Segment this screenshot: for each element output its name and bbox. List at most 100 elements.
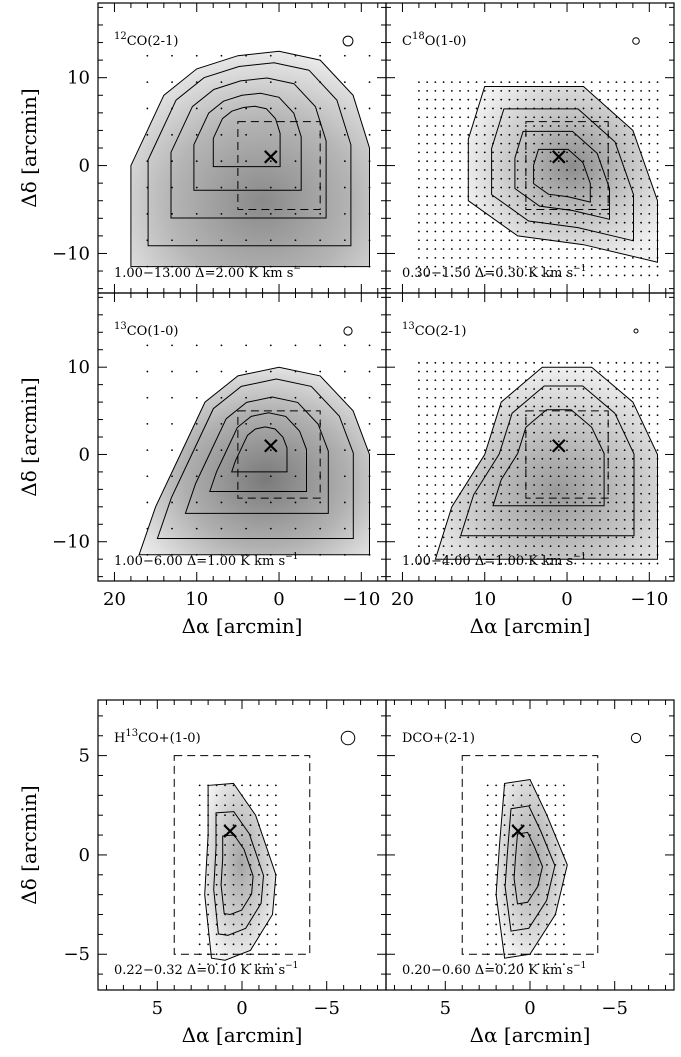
grid-dot: [274, 933, 277, 936]
grid-dot: [467, 449, 470, 451]
grid-dot: [574, 510, 577, 513]
grid-dot: [483, 370, 486, 373]
grid-dot: [546, 814, 548, 817]
grid-dot: [274, 794, 277, 797]
grid-dot: [562, 933, 565, 936]
grid-dot: [258, 794, 260, 797]
contour-2: [514, 130, 610, 220]
grid-dot: [549, 125, 552, 127]
grid-dot: [467, 116, 470, 119]
grid-dot: [631, 545, 634, 547]
grid-dot: [368, 81, 371, 83]
grid-dot: [492, 186, 494, 189]
grid-dot: [508, 553, 511, 556]
grid-dot: [241, 923, 243, 926]
grid-dot: [146, 475, 149, 478]
grid-dot: [232, 963, 235, 966]
grid-dot: [562, 923, 565, 926]
grid-dot: [459, 169, 461, 171]
grid-dot: [418, 204, 420, 207]
grid-dot: [500, 510, 503, 513]
grid-dot: [475, 195, 478, 198]
grid-dot: [640, 510, 642, 513]
grid-dot: [508, 414, 511, 417]
grid-dot: [524, 545, 527, 547]
grid-dot: [508, 396, 511, 399]
x-tick-label: −5: [313, 998, 340, 1019]
grid-dot: [615, 195, 618, 198]
grid-dot: [546, 943, 548, 946]
grid-dot: [590, 89, 593, 92]
grid-dot: [562, 824, 565, 827]
grid-dot: [475, 484, 478, 486]
grid-dot: [459, 449, 461, 451]
grid-dot: [615, 423, 618, 425]
grid-dot: [500, 379, 503, 382]
grid-dot: [459, 195, 461, 198]
grid-dot: [557, 169, 560, 171]
grid-dot: [516, 125, 519, 127]
grid-dot: [566, 370, 568, 373]
grid-dot: [537, 804, 540, 807]
grid-dot: [500, 431, 503, 434]
grid-dot: [520, 933, 523, 936]
grid-dot: [574, 160, 577, 163]
grid-dot: [541, 510, 544, 513]
grid-dot: [631, 256, 634, 259]
grid-dot: [640, 414, 642, 417]
grid-dot: [516, 230, 519, 233]
grid-dot: [631, 510, 634, 513]
grid-dot: [574, 449, 577, 451]
grid-dot: [656, 151, 659, 154]
grid-dot: [492, 204, 494, 207]
emission-map: [495, 778, 568, 959]
grid-dot: [615, 457, 618, 460]
grid-dot: [241, 913, 243, 916]
grid-dot: [241, 814, 243, 817]
grid-dot: [648, 405, 651, 408]
grid-dot: [146, 133, 149, 136]
grid-dot: [520, 844, 523, 846]
grid-dot: [623, 256, 626, 259]
grid-dot: [343, 186, 346, 189]
grid-dot: [516, 361, 519, 364]
grid-dot: [524, 151, 527, 154]
grid-dot: [640, 545, 642, 547]
grid-dot: [516, 133, 519, 136]
grid-dot: [294, 396, 297, 399]
grid-dot: [599, 370, 601, 373]
grid-dot: [582, 230, 585, 233]
grid-dot: [566, 169, 568, 171]
grid-dot: [623, 142, 626, 145]
grid-dot: [483, 107, 486, 110]
grid-dot: [508, 98, 511, 101]
grid-dot: [459, 213, 461, 215]
grid-dot: [615, 370, 618, 373]
grid-dot: [434, 501, 437, 504]
grid-dot: [500, 133, 503, 136]
grid-dot: [195, 239, 198, 242]
grid-dot: [492, 405, 494, 408]
grid-dot: [648, 256, 651, 259]
grid-dot: [459, 553, 461, 556]
grid-dot: [648, 169, 651, 171]
grid-dot: [220, 239, 223, 242]
grid-dot: [640, 492, 642, 495]
grid-dot: [442, 239, 445, 242]
grid-dot: [426, 116, 429, 119]
grid-dot: [224, 963, 226, 966]
grid-dot: [524, 248, 527, 250]
grid-dot: [434, 379, 437, 382]
grid-dot: [562, 794, 565, 797]
grid-dot: [224, 863, 226, 866]
grid-dot: [146, 54, 149, 57]
grid-dot: [516, 169, 519, 171]
grid-dot: [615, 81, 618, 83]
grid-dot: [269, 527, 272, 530]
grid-dot: [512, 844, 514, 846]
grid-dot: [599, 125, 601, 127]
grid-dot: [648, 133, 651, 136]
grid-dot: [483, 177, 486, 180]
grid-dot: [607, 414, 610, 417]
